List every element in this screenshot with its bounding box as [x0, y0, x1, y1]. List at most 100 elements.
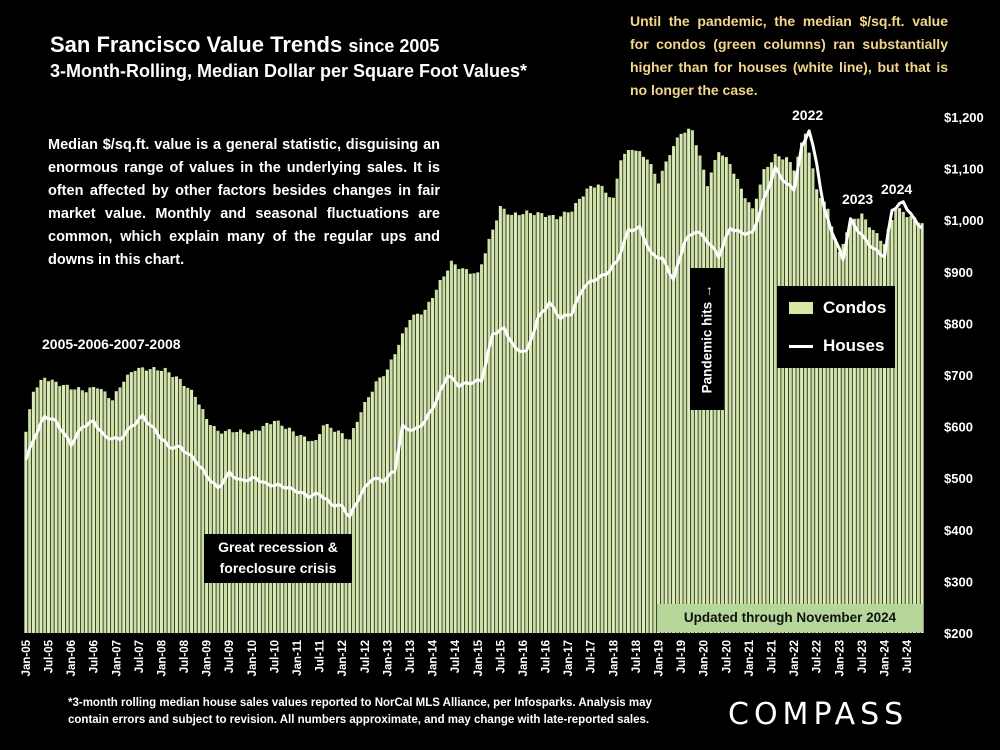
- condo-bar: [242, 432, 246, 633]
- condo-bar: [769, 162, 774, 633]
- condo-bar: [43, 377, 47, 633]
- condo-bar: [792, 170, 796, 633]
- condo-bar: [754, 198, 758, 633]
- condo-bar: [845, 232, 849, 633]
- condo-bar: [190, 389, 194, 633]
- condo-bar: [99, 389, 103, 633]
- condo-bar: [193, 396, 197, 633]
- condo-bar: [400, 333, 404, 633]
- chart-subtitle: 3-Month-Rolling, Median Dollar per Squar…: [50, 61, 528, 81]
- condo-bar: [483, 253, 487, 633]
- condo-bar: [141, 367, 145, 633]
- condo-bar: [758, 184, 762, 633]
- condo-bar: [739, 188, 743, 633]
- condo-bar: [340, 433, 344, 633]
- title-since: since 2005: [348, 36, 440, 56]
- x-tick-label: Jan-07: [111, 640, 123, 676]
- condo-bar: [841, 243, 845, 633]
- condo-bar: [408, 319, 412, 633]
- condo-bar: [92, 387, 96, 633]
- condo-bar: [890, 219, 894, 634]
- condo-bar: [634, 150, 638, 633]
- condo-bar: [182, 386, 186, 633]
- condo-bar: [468, 273, 472, 633]
- x-tick-label: Jan-19: [654, 640, 666, 676]
- condo-bar: [743, 198, 747, 633]
- condo-bar: [95, 388, 99, 633]
- condo-bar: [638, 151, 642, 633]
- condo-bar: [660, 170, 664, 633]
- condo-bar: [144, 370, 148, 633]
- condo-bar: [645, 159, 649, 634]
- condo-bar: [250, 431, 254, 633]
- condo-bar: [28, 409, 32, 633]
- condo-bar: [397, 344, 401, 633]
- period-label: 2005-2006-2007-2008: [42, 336, 181, 352]
- condo-bar: [287, 427, 292, 633]
- condo-bar: [897, 208, 902, 634]
- year-2023-label: 2023: [842, 191, 874, 207]
- condo-bar: [39, 379, 43, 633]
- condo-bar: [404, 327, 408, 633]
- x-tick-label: Jul-24: [902, 639, 914, 673]
- condo-bar: [269, 424, 273, 633]
- condo-bar: [457, 269, 461, 633]
- condo-bar: [574, 203, 578, 634]
- condo-bar: [434, 289, 438, 633]
- condo-bar: [683, 132, 687, 633]
- condo-bar: [178, 378, 182, 633]
- houses-line: [24, 129, 924, 519]
- condo-bar: [800, 142, 804, 633]
- legend-houses: Houses: [789, 336, 884, 356]
- condo-bar: [837, 251, 841, 634]
- condo-bar: [901, 211, 905, 634]
- condo-bar: [133, 370, 137, 633]
- condo-bar: [581, 196, 585, 633]
- condo-bar: [374, 381, 378, 633]
- condo-bar: [724, 157, 728, 633]
- x-tick-label: Jul-16: [541, 640, 553, 673]
- condo-bar: [604, 192, 608, 633]
- condo-bar: [359, 412, 363, 633]
- condo-bar: [751, 208, 755, 633]
- x-tick-label: Jul-12: [360, 640, 372, 673]
- condo-bar: [393, 354, 397, 633]
- condo-bar: [491, 229, 495, 633]
- condo-bar: [559, 216, 563, 633]
- condo-bar: [137, 367, 141, 633]
- condo-bar: [46, 381, 51, 633]
- condo-bar: [480, 264, 484, 633]
- condo-bar: [785, 157, 789, 634]
- condo-bar: [547, 215, 551, 633]
- condo-bar: [905, 217, 909, 633]
- condo-bar: [818, 198, 822, 633]
- x-tick-label: Jan-06: [66, 640, 78, 676]
- condo-bar: [664, 161, 668, 633]
- condo-bar: [461, 268, 465, 633]
- year-2024-label: 2024: [881, 181, 913, 197]
- x-tick-label: Jan-17: [563, 640, 575, 676]
- condo-bar: [668, 155, 672, 633]
- condo-bar: [254, 430, 258, 633]
- condo-bar: [88, 387, 92, 633]
- condo-bar: [626, 150, 630, 633]
- y-tick-label: $1,000: [944, 213, 984, 228]
- condo-bar: [197, 404, 201, 633]
- x-axis: Jan-05 Jul-05 Jan-06 Jul-06 Jan-07 Jul-07 Jan-…: [21, 639, 914, 676]
- condo-bar: [672, 146, 676, 633]
- condo-bar: [163, 367, 167, 633]
- condo-bar: [882, 244, 886, 634]
- condo-bar: [171, 376, 175, 633]
- x-tick-label: Jan-09: [202, 640, 214, 676]
- condo-bar: [156, 370, 160, 633]
- condo-bar: [532, 215, 536, 633]
- condo-bar: [227, 429, 231, 633]
- condo-bar: [329, 427, 333, 633]
- condo-bar: [788, 162, 792, 633]
- x-tick-label: Jan-21: [744, 639, 756, 676]
- x-tick-label: Jan-15: [473, 639, 485, 676]
- condo-bar: [649, 164, 653, 633]
- condo-bar: [656, 183, 661, 633]
- condo-bar: [103, 391, 107, 633]
- x-tick-label: Jan-10: [247, 640, 259, 676]
